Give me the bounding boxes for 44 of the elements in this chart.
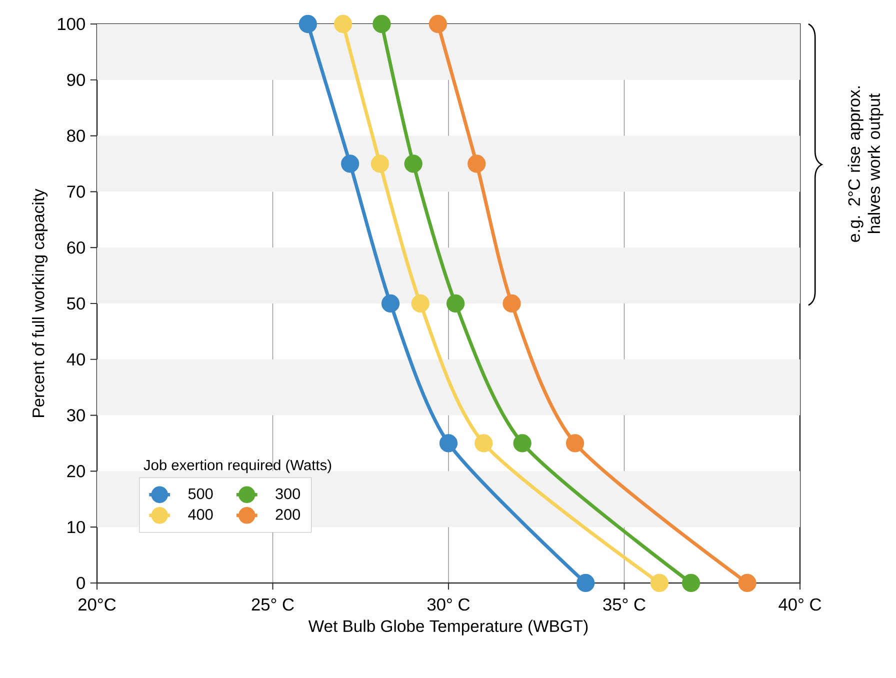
- y-tick-label: 70: [67, 186, 85, 198]
- point: [576, 574, 595, 592]
- point: [682, 574, 700, 592]
- point: [439, 434, 458, 452]
- point: [566, 434, 584, 452]
- point: [370, 154, 390, 173]
- point: [404, 154, 422, 173]
- point: [372, 14, 391, 34]
- point: [428, 14, 448, 34]
- x-axis-title: Wet Bulb Globe Temperature (WBGT): [308, 620, 588, 636]
- point: [474, 434, 493, 452]
- y-axis-title: Percent of full working capacity: [32, 188, 48, 417]
- y-tick-label: 60: [67, 241, 85, 254]
- point: [298, 14, 317, 34]
- y-tick-label: 10: [68, 520, 85, 534]
- legend-title: Job exertion required (Watts): [144, 459, 332, 474]
- point: [381, 294, 400, 313]
- y-tick-label: 100: [58, 18, 85, 30]
- point: [341, 154, 360, 173]
- y-tick-label: 40: [66, 353, 85, 366]
- y-tick-label: 0: [76, 576, 85, 590]
- point: [468, 154, 486, 173]
- x-tick-label: 25° C: [252, 598, 294, 611]
- x-tick-label: 20°C: [78, 598, 116, 611]
- point: [738, 574, 756, 592]
- point: [502, 294, 521, 313]
- point: [334, 14, 352, 34]
- x-tick-label: 40° C: [778, 598, 822, 611]
- legend-label: 200: [276, 509, 300, 520]
- y-tick-label: 80: [67, 130, 85, 142]
- point: [411, 294, 430, 313]
- y-tick-label: 50: [67, 297, 85, 310]
- text: e.g. 2°C rise approx. halves work output: [848, 86, 884, 242]
- legend-label: 300: [276, 488, 300, 500]
- legend-label: 500: [188, 488, 213, 500]
- point: [446, 294, 465, 313]
- x-tick-label: 30° C: [427, 598, 470, 611]
- y-tick-label: 30: [67, 409, 85, 422]
- point: [513, 434, 532, 452]
- x-tick-label: 35° C: [603, 598, 646, 611]
- legend-label: 400: [188, 509, 213, 520]
- point: [650, 574, 668, 592]
- y-tick-label: 90: [67, 74, 85, 86]
- y-tick-label: 20: [67, 465, 85, 478]
